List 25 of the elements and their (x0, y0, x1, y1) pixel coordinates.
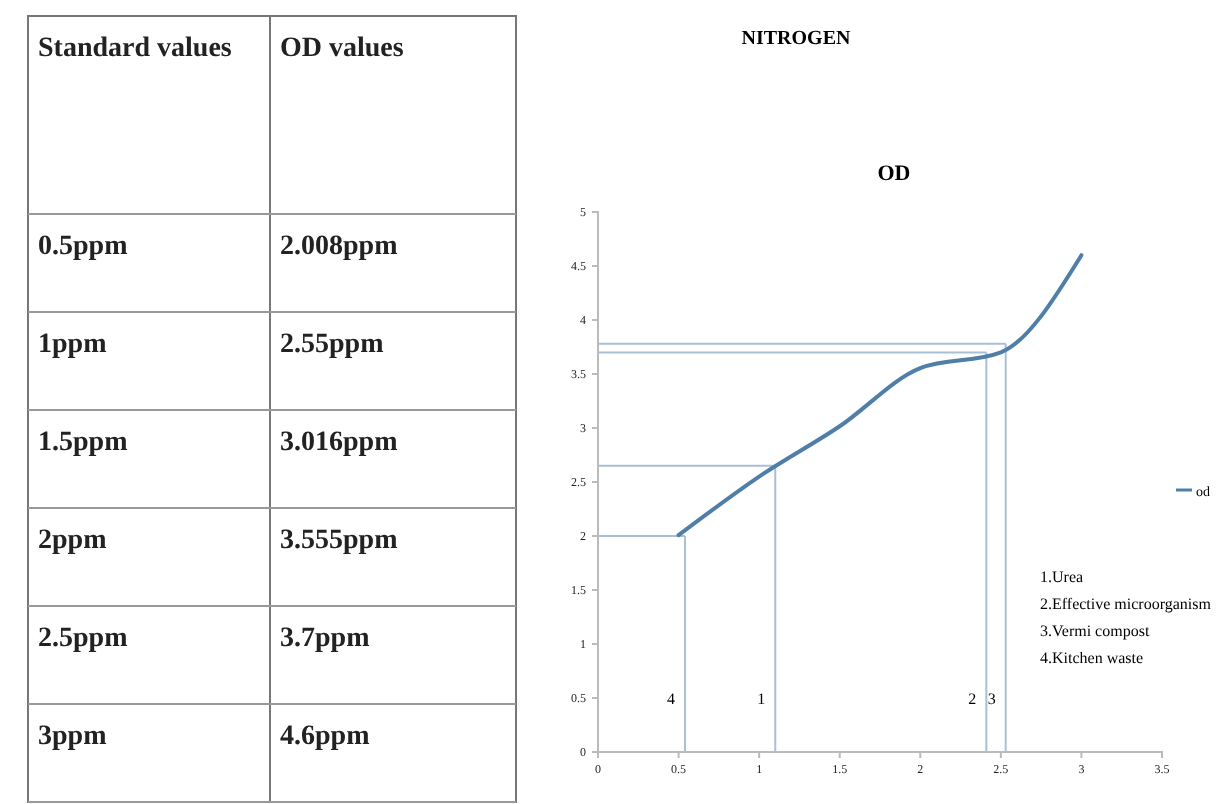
text: 1ppm (38, 330, 108, 360)
text: 2.008ppm (280, 232, 399, 262)
annotation: 3.Vermi compost (1040, 622, 1151, 640)
text: Standard values (38, 34, 233, 64)
annotation: 3 (987, 690, 996, 708)
text: 3.016ppm (280, 428, 399, 458)
annotation: 4.Kitchen waste (1040, 649, 1144, 667)
text: OD values (280, 34, 405, 64)
text: 3.7ppm (280, 624, 371, 654)
annotation: 1.Urea (1040, 568, 1084, 586)
text: 3.555ppm (280, 526, 399, 556)
text: 2ppm (38, 526, 108, 556)
annotation: 1 (757, 690, 766, 708)
annotation: 4 (667, 690, 676, 708)
text: 2.55ppm (280, 330, 385, 360)
text: 1.5ppm (38, 428, 129, 458)
text: 2.5ppm (38, 624, 129, 654)
chart-subtitle: OD (877, 162, 911, 186)
line-series (676, 253, 1084, 538)
chart-title: NITROGEN (741, 28, 853, 50)
text: 3ppm (38, 722, 108, 752)
text: 4.6ppm (280, 722, 371, 752)
annotation: 2 (968, 690, 977, 708)
annotation: 2.Effective microorganism (1040, 595, 1213, 613)
text: 0.5ppm (38, 232, 129, 262)
